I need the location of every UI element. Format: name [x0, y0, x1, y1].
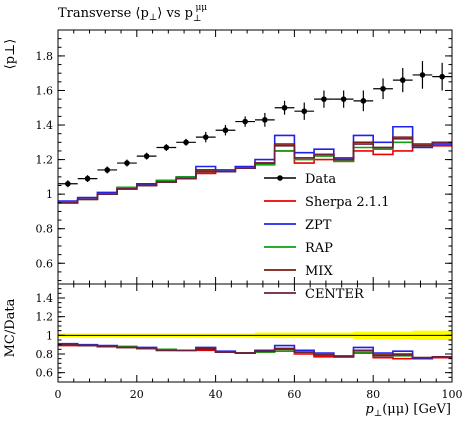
x-tick-label: 80 — [366, 388, 380, 401]
data-point — [163, 144, 170, 151]
legend-data-marker — [277, 175, 283, 181]
x-tick-label: 40 — [209, 388, 223, 401]
main-y-tick-label: 0.6 — [36, 257, 54, 270]
legend: Data Sherpa 2.1.1 ZPT RAP MIX CENTER — [264, 172, 389, 302]
data-point — [340, 96, 347, 102]
data-point — [124, 160, 130, 166]
data-point — [202, 134, 209, 140]
legend-label: MIX — [305, 264, 333, 279]
legend-label: Data — [305, 172, 336, 187]
data-point — [242, 118, 248, 125]
data-point — [399, 77, 406, 83]
legend-label: CENTER — [305, 287, 365, 302]
ratio-y-tick-label: 1.2 — [36, 311, 54, 324]
x-tick-label: 100 — [442, 388, 463, 401]
data-point — [439, 73, 445, 80]
chart-title: Transverse ⟨p⊥⟩ vs p⊥μμ — [58, 3, 207, 24]
main-y-tick-label: 1.4 — [36, 119, 54, 132]
legend-label: Sherpa 2.1.1 — [305, 195, 389, 210]
ratio-y-tick-label: 0.6 — [36, 367, 54, 380]
legend-item-zpt: ZPT — [264, 218, 332, 233]
ratio-y-tick-label: 0.8 — [36, 348, 54, 361]
main-y-axis-label: ⟨p⊥⟩ — [3, 39, 18, 70]
ratio-frame — [57, 283, 453, 383]
data-point — [380, 85, 386, 92]
legend-label: RAP — [305, 241, 333, 256]
main-y-tick-label: 1.2 — [36, 154, 54, 167]
main-y-tick-label: 1.6 — [36, 84, 54, 97]
data-point — [183, 139, 189, 146]
legend-label: ZPT — [305, 218, 332, 233]
data-point — [262, 117, 268, 123]
data-point — [65, 180, 71, 187]
main-frame — [57, 29, 453, 285]
data-point — [84, 175, 91, 182]
data-point — [222, 127, 229, 134]
main-y-tick-label: 1 — [46, 188, 53, 201]
uncertainty-band — [58, 330, 452, 340]
main-y-tick-label: 0.8 — [36, 223, 54, 236]
ratio-y-tick-label: 1 — [46, 329, 53, 342]
data-point — [360, 98, 367, 104]
ratio-series-center — [58, 343, 452, 359]
data-point — [321, 96, 327, 102]
ratio-y-tick-label: 1.4 — [36, 292, 54, 305]
ratio-y-axis-label: MC/Data — [3, 298, 18, 357]
data-point — [419, 72, 426, 78]
x-tick-label: 60 — [287, 388, 301, 401]
legend-item-data: Data — [264, 172, 336, 187]
data-point — [301, 108, 308, 115]
data-point — [104, 167, 111, 173]
data-point — [281, 104, 288, 111]
legend-item-center: CENTER — [264, 287, 365, 302]
x-tick-label: 20 — [130, 388, 144, 401]
x-axis-label: p⊥(μμ) [GeV] — [365, 402, 451, 419]
x-tick-label: 0 — [55, 388, 62, 401]
legend-item-mix: MIX — [264, 264, 333, 279]
data-point — [143, 153, 150, 159]
legend-item-rap: RAP — [264, 241, 333, 256]
legend-item-sherpa-2-1-1: Sherpa 2.1.1 — [264, 195, 389, 210]
series-center — [58, 138, 452, 204]
main-y-tick-label: 1.8 — [36, 50, 54, 63]
